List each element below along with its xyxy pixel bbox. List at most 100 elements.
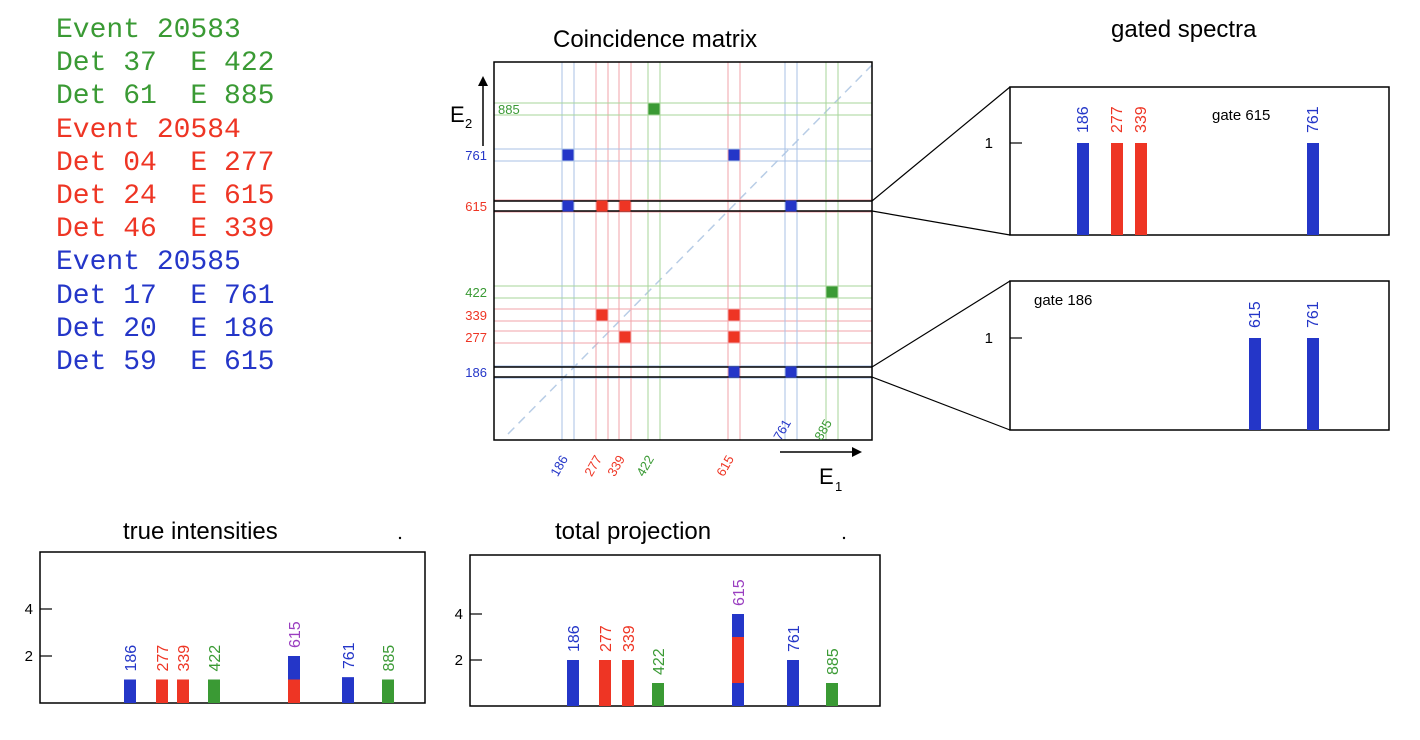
gated-peak-bar	[1249, 338, 1261, 430]
gated-peak-bar	[1111, 143, 1123, 235]
matrix-row-band	[493, 330, 873, 344]
bar-segment	[732, 614, 744, 637]
bar-label: 277	[598, 625, 615, 652]
bar-label: 761	[341, 642, 358, 669]
diagonal-line	[507, 64, 873, 435]
e1-subscript: 1	[835, 479, 842, 494]
e2-label: E	[450, 102, 465, 127]
gate-label: gate 615	[1212, 107, 1270, 124]
y-tick-label: 4	[455, 606, 463, 623]
gated-peak-label: 615	[1247, 301, 1264, 328]
matrix-row-band	[493, 308, 873, 322]
x-energy-label: 422	[633, 453, 657, 479]
gated-peak-label: 761	[1305, 106, 1322, 133]
chart-frame	[469, 554, 881, 707]
bar-segment	[732, 637, 744, 683]
e2-subscript: 2	[465, 116, 472, 131]
gated-spectrum-panel: 1 gate 186 615 761	[871, 280, 1390, 431]
bar-label: 186	[123, 645, 140, 672]
zoom-line	[871, 210, 1011, 236]
e1-arrowhead	[852, 447, 862, 457]
event-line: Det 04 E 277	[56, 147, 275, 179]
y-tick-label: 2	[455, 652, 463, 669]
matrix-row-band	[493, 365, 873, 379]
coincidence-point	[728, 309, 740, 321]
matrix-row-band	[493, 199, 873, 213]
bar-segment	[787, 660, 799, 706]
gated-peak-bar	[1135, 143, 1147, 235]
gated-spectra-title: gated spectra	[1111, 16, 1257, 43]
coincidence-matrix: 1861862772773393394224226156157617618858…	[450, 61, 873, 494]
chart-frame	[39, 551, 426, 704]
event-line: Det 46 E 339	[56, 214, 275, 246]
gated-panel-frame	[1009, 280, 1390, 431]
bar-segment	[382, 679, 394, 703]
bar-label: 422	[651, 648, 668, 675]
true-intensities-chart: 2 4 186 277 339 422 615 761 885	[25, 536, 426, 704]
bar-label: 761	[786, 625, 803, 652]
dot-mark	[842, 536, 846, 540]
y-energy-label: 186	[465, 365, 487, 380]
y-tick-label: 1	[985, 330, 993, 347]
coincidence-point	[596, 309, 608, 321]
bar-label: 186	[566, 625, 583, 652]
event-line: Det 17 E 761	[56, 280, 275, 312]
bar-label: 885	[825, 648, 842, 675]
bar-segment	[622, 660, 634, 706]
zoom-line	[871, 280, 1011, 368]
gated-peak-bar	[1307, 338, 1319, 430]
coincidence-point	[562, 149, 574, 161]
bar-segment	[288, 656, 300, 680]
event-line: Det 24 E 615	[56, 181, 275, 213]
y-energy-label: 339	[465, 308, 487, 323]
bar-segment	[124, 679, 136, 703]
matrix-column-band	[561, 61, 575, 441]
matrix-row-band	[493, 285, 873, 299]
e2-arrowhead	[478, 76, 488, 86]
coincidence-point	[785, 200, 797, 212]
matrix-row-band	[493, 148, 873, 162]
x-energy-label: 761	[770, 417, 794, 443]
total-projection-title: total projection	[555, 518, 712, 545]
y-energy-label: 422	[465, 285, 487, 300]
matrix-column-band	[595, 61, 609, 441]
y-energy-label: 885	[498, 102, 520, 117]
event-log: Event 20583 Det 37 E 422 Det 61 E 885 Event…	[56, 14, 274, 379]
y-tick-label: 2	[25, 648, 33, 665]
coincidence-point	[619, 331, 631, 343]
coincidence-point	[619, 200, 631, 212]
event-line: Event 20583	[56, 15, 241, 46]
gated-peak-label: 761	[1305, 301, 1322, 328]
bar-segment	[288, 679, 300, 703]
matrix-column-band	[618, 61, 632, 441]
gated-peak-label: 339	[1133, 106, 1150, 133]
event-line: Event 20584	[56, 114, 241, 146]
coincidence-point	[728, 366, 740, 378]
bar-segment	[177, 679, 189, 703]
x-energy-label: 186	[547, 453, 571, 479]
bar-label: 615	[731, 579, 748, 606]
coincidence-point	[785, 366, 797, 378]
bar-segment	[208, 679, 220, 703]
x-energy-label: 277	[581, 453, 605, 479]
bar-segment	[342, 677, 354, 703]
bar-segment	[732, 683, 744, 706]
zoom-line	[871, 86, 1011, 202]
coincidence-point	[728, 331, 740, 343]
bar-segment	[567, 660, 579, 706]
matrix-title: Coincidence matrix	[553, 26, 758, 53]
matrix-frame	[493, 61, 873, 441]
gated-peak-label: 277	[1109, 106, 1126, 133]
gated-peak-bar	[1307, 143, 1319, 235]
true-intensities-title: true intensities	[123, 518, 278, 545]
matrix-column-band	[784, 61, 798, 441]
bar-segment	[599, 660, 611, 706]
gated-peak-bar	[1077, 143, 1089, 235]
event-line: Event 20585	[56, 247, 241, 279]
event-line: Det 20 E 186	[56, 313, 275, 345]
coincidence-point	[596, 200, 608, 212]
y-energy-label: 761	[465, 148, 487, 163]
bar-label: 422	[207, 645, 224, 672]
zoom-line	[871, 376, 1011, 431]
